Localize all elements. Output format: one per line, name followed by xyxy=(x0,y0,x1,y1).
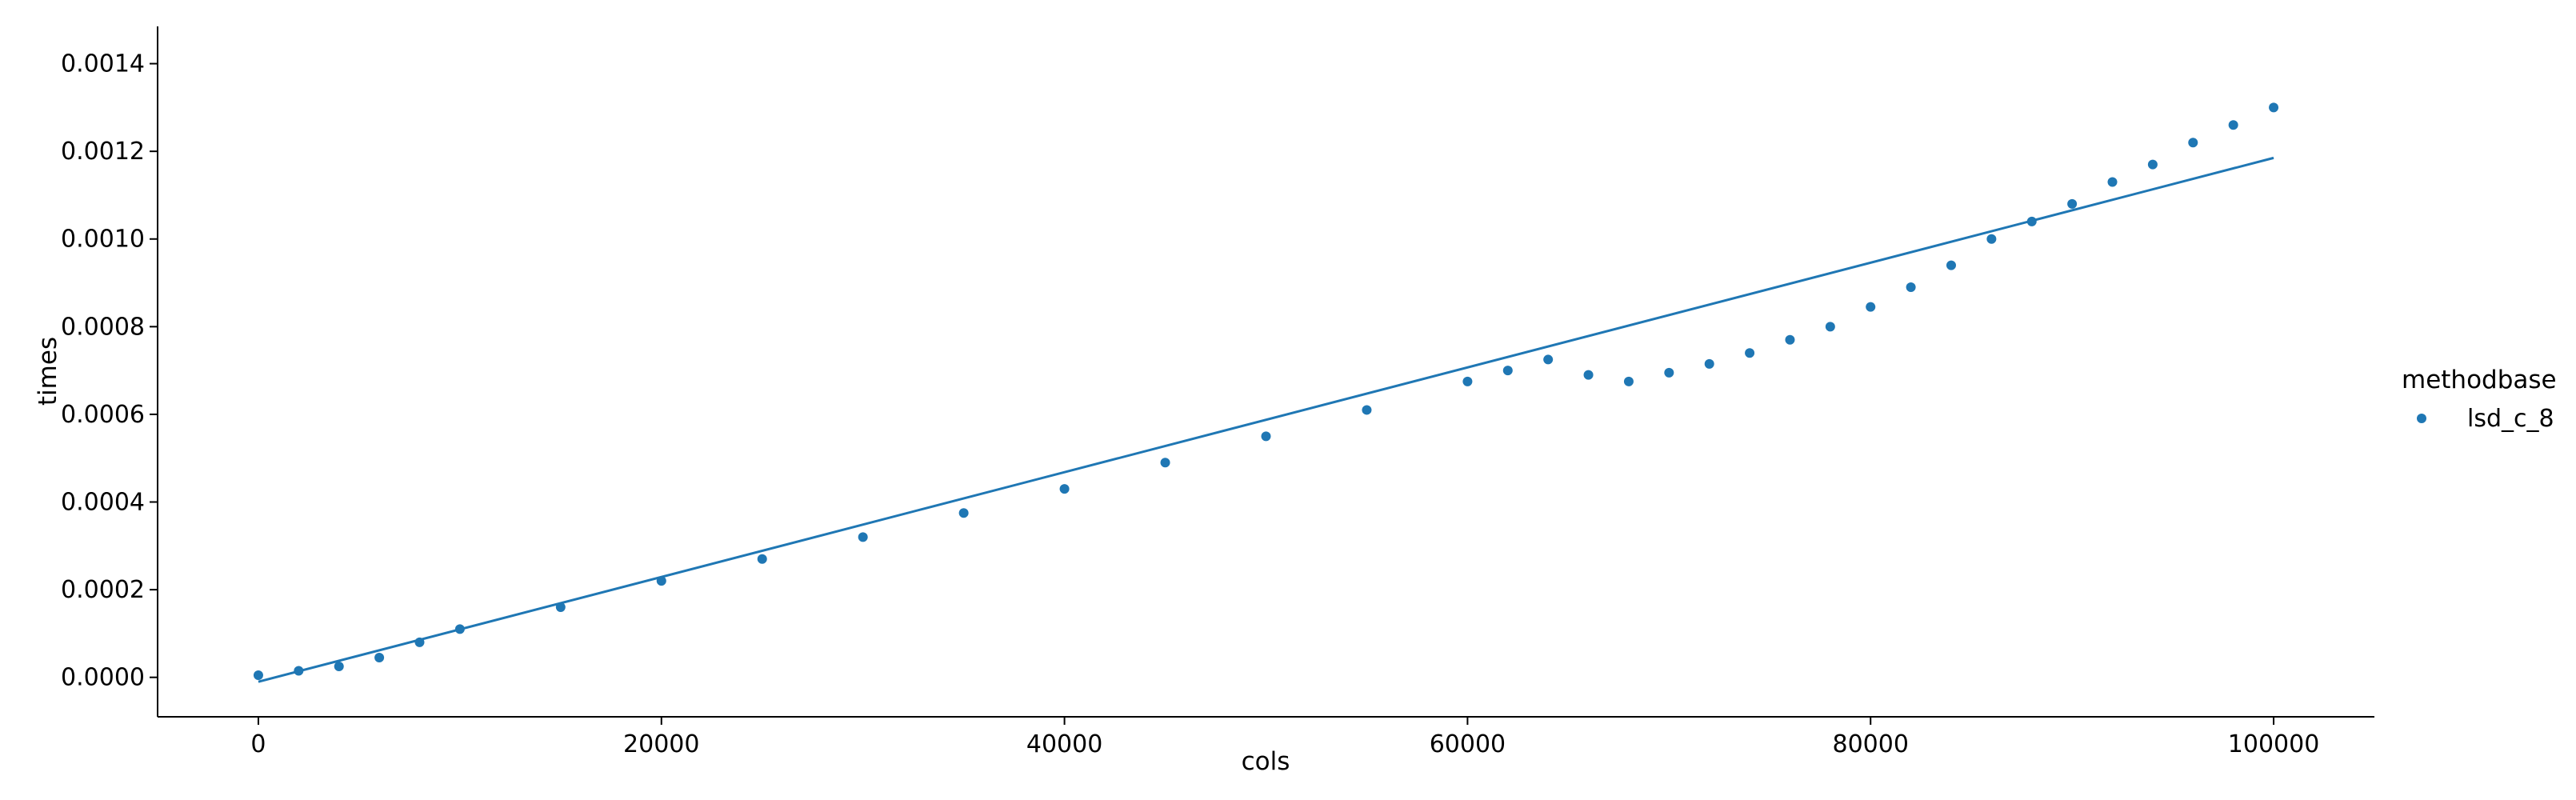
data-point xyxy=(1785,334,1795,345)
data-point xyxy=(2188,138,2198,148)
y-tick-label: 0.0000 xyxy=(61,664,145,692)
data-point xyxy=(1664,367,1674,378)
data-point xyxy=(1623,376,1634,386)
data-point xyxy=(1745,348,1755,358)
x-tick-label: 60000 xyxy=(1430,730,1506,758)
data-point xyxy=(858,532,868,542)
y-ticks: 0.0000 0.0002 0.0004 0.0006 0.0008 0.0010 0.00… xyxy=(61,50,158,692)
data-point xyxy=(958,508,969,518)
x-tick-label: 0 xyxy=(250,730,266,758)
x-tick-label: 20000 xyxy=(623,730,699,758)
data-point xyxy=(2147,159,2158,170)
data-point xyxy=(1362,405,1372,415)
data-point xyxy=(2269,102,2279,113)
x-ticks: 0 20000 40000 60000 80000 100000 xyxy=(250,717,2319,758)
legend-label: lsd_c_8 xyxy=(2467,405,2554,433)
y-tick-label: 0.0006 xyxy=(61,401,145,429)
y-tick-label: 0.0008 xyxy=(61,313,145,341)
data-point xyxy=(2228,120,2238,130)
data-point xyxy=(2107,177,2118,187)
scatter-points xyxy=(253,102,2279,680)
data-point xyxy=(1462,376,1473,386)
y-tick-label: 0.0004 xyxy=(61,489,145,517)
data-point xyxy=(1160,458,1170,468)
data-point xyxy=(1825,322,1835,332)
data-point xyxy=(1704,358,1714,369)
data-point xyxy=(1543,354,1554,365)
data-point xyxy=(1502,366,1513,376)
data-point xyxy=(2067,198,2078,209)
data-point xyxy=(1866,302,1876,312)
data-point xyxy=(1986,234,1997,244)
x-tick-label: 100000 xyxy=(2228,730,2320,758)
legend-marker xyxy=(2417,414,2426,423)
y-tick-label: 0.0014 xyxy=(61,50,145,78)
data-point xyxy=(1946,260,1956,270)
data-point xyxy=(253,670,263,680)
regression-line xyxy=(258,156,2274,683)
data-point xyxy=(757,554,767,564)
data-point xyxy=(1583,370,1594,380)
y-tick-label: 0.0002 xyxy=(61,576,145,604)
y-tick-label: 0.0010 xyxy=(61,226,145,254)
legend-title: methodbase xyxy=(2402,366,2557,394)
x-tick-label: 40000 xyxy=(1026,730,1102,758)
x-axis-label: cols xyxy=(1242,747,1290,776)
data-point xyxy=(1261,431,1271,442)
data-point xyxy=(1059,484,1070,494)
data-point xyxy=(334,661,344,671)
y-tick-label: 0.0012 xyxy=(61,138,145,166)
y-axis-label: times xyxy=(34,337,62,406)
data-point xyxy=(1906,282,1916,293)
data-point xyxy=(374,653,385,663)
x-tick-label: 80000 xyxy=(1833,730,1909,758)
